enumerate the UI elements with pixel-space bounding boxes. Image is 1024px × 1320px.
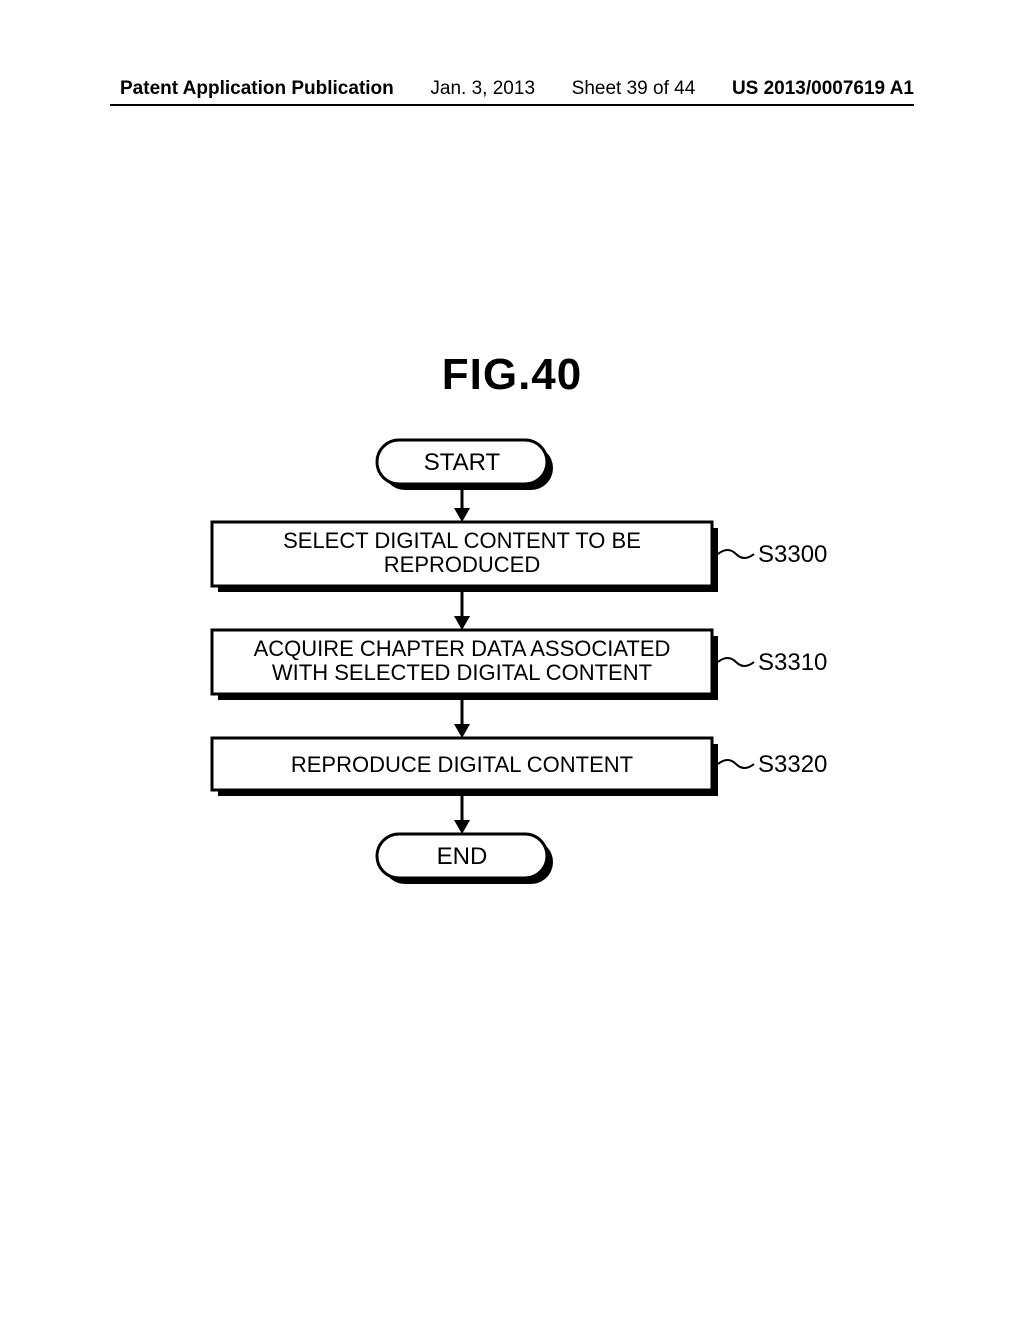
step2-id-text: S3310 <box>758 649 827 676</box>
header-rule <box>110 104 914 106</box>
arrow-3 <box>454 700 470 738</box>
step1-line2: REPRODUCED <box>384 552 540 577</box>
step2-line2: WITH SELECTED DIGITAL CONTENT <box>272 660 652 685</box>
process-step-2: ACQUIRE CHAPTER DATA ASSOCIATED WITH SEL… <box>212 630 718 700</box>
header-sheet: Sheet 39 of 44 <box>572 78 696 100</box>
process-step-3: REPRODUCE DIGITAL CONTENT <box>212 738 718 796</box>
arrow-2 <box>454 592 470 630</box>
step2-id: S3310 <box>718 649 827 676</box>
step3-line1: REPRODUCE DIGITAL CONTENT <box>291 752 633 777</box>
figure-title: FIG.40 <box>0 350 1024 400</box>
page-header: Patent Application Publication Jan. 3, 2… <box>0 78 1024 100</box>
step3-id: S3320 <box>718 751 827 778</box>
arrow-4 <box>454 796 470 834</box>
start-label: START <box>424 449 501 476</box>
end-label: END <box>437 843 488 870</box>
terminator-end: END <box>377 834 553 884</box>
step1-id: S3300 <box>718 541 827 568</box>
step1-line1: SELECT DIGITAL CONTENT TO BE <box>283 528 641 553</box>
header-docnum: US 2013/0007619 A1 <box>732 78 914 100</box>
step2-line1: ACQUIRE CHAPTER DATA ASSOCIATED <box>254 636 671 661</box>
header-publication: Patent Application Publication <box>120 78 394 100</box>
flowchart: START SELECT DIGITAL CONTENT TO BE REPRO… <box>0 430 1024 950</box>
step3-id-text: S3320 <box>758 751 827 778</box>
header-date: Jan. 3, 2013 <box>430 78 535 100</box>
step1-id-text: S3300 <box>758 541 827 568</box>
process-step-1: SELECT DIGITAL CONTENT TO BE REPRODUCED <box>212 522 718 592</box>
terminator-start: START <box>377 440 553 490</box>
